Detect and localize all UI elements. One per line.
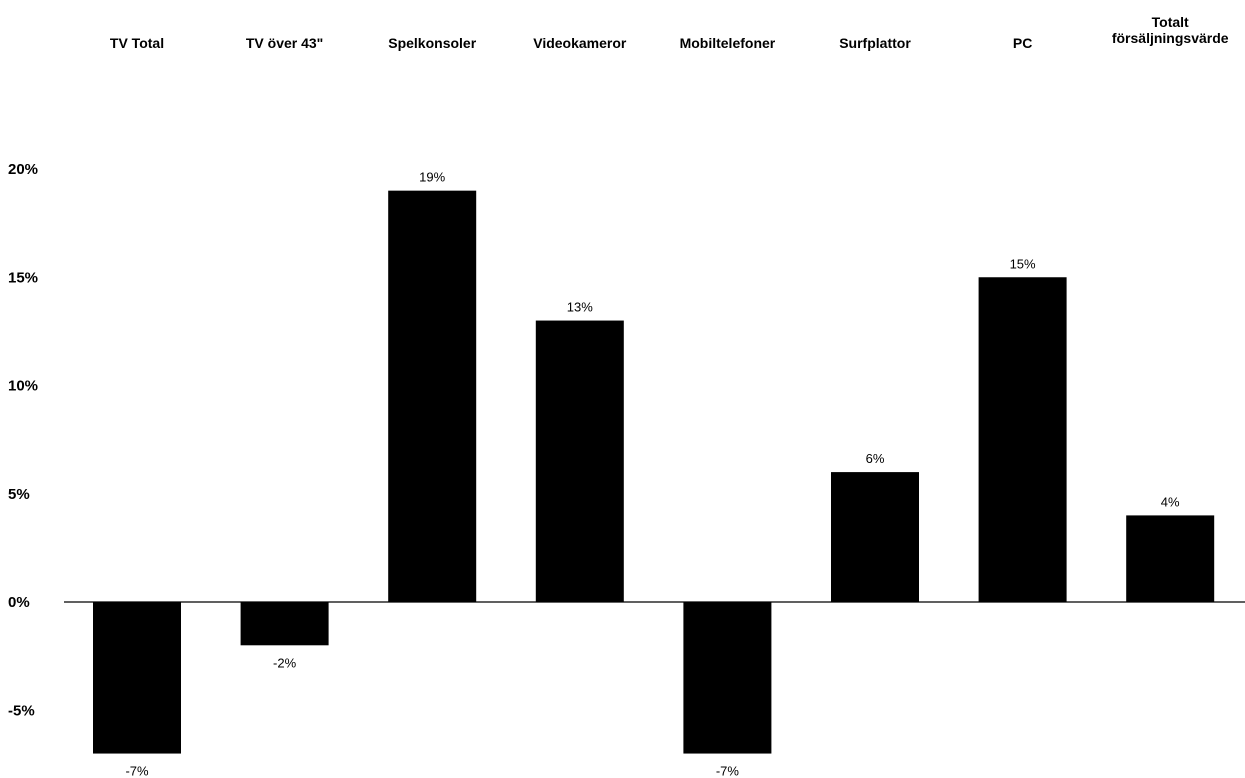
data-label: 6%	[866, 451, 885, 466]
data-label: 19%	[419, 170, 445, 185]
category-label: PC	[1013, 35, 1032, 51]
category-label: Mobiltelefoner	[680, 35, 776, 51]
bar	[535, 320, 624, 602]
category-label: TV Total	[110, 35, 164, 51]
category-labels: TV Total TV över 43" Spelkonsoler Videokame…	[110, 14, 1229, 51]
category-label-line: TV över 43"	[246, 35, 323, 51]
category-label: Totalt försäljningsvärde	[1112, 14, 1229, 46]
data-label: 15%	[1010, 256, 1036, 271]
data-label: 4%	[1161, 494, 1180, 509]
bars	[93, 190, 1215, 754]
category-label: TV över 43"	[246, 35, 323, 51]
category-label-line: Videokameror	[533, 35, 627, 51]
data-labels: -7% -2% 19% 13% -7% 6% 15% 4%	[125, 170, 1180, 778]
bar	[93, 602, 181, 754]
category-label: Videokameror	[533, 35, 627, 51]
category-label: Surfplattor	[839, 35, 911, 51]
category-label-line: Totalt	[1152, 14, 1189, 30]
bar	[831, 472, 919, 602]
bar	[1126, 515, 1215, 602]
category-label-line: Surfplattor	[839, 35, 911, 51]
y-tick-label: 0%	[8, 594, 30, 611]
bar	[683, 602, 772, 754]
data-label: -7%	[716, 764, 740, 778]
category-label: Spelkonsoler	[388, 35, 476, 51]
bar	[240, 602, 329, 646]
category-label-line: Mobiltelefoner	[680, 35, 776, 51]
category-label-line: försäljningsvärde	[1112, 30, 1229, 46]
category-label-line: Spelkonsoler	[388, 35, 476, 51]
data-label: 13%	[567, 300, 593, 315]
y-tick-label: 10%	[8, 378, 38, 395]
y-tick-label: -5%	[8, 702, 35, 719]
bar	[388, 190, 477, 602]
category-label-line: PC	[1013, 35, 1032, 51]
data-label: -7%	[125, 764, 149, 778]
category-label-line: TV Total	[110, 35, 164, 51]
y-tick-label: 15%	[8, 269, 38, 286]
y-tick-label: 5%	[8, 486, 30, 503]
bar	[978, 277, 1067, 602]
y-axis-ticks: 20% 15% 10% 5% 0% -5%	[8, 161, 38, 719]
y-tick-label: 20%	[8, 161, 38, 178]
data-label: -2%	[273, 655, 297, 670]
